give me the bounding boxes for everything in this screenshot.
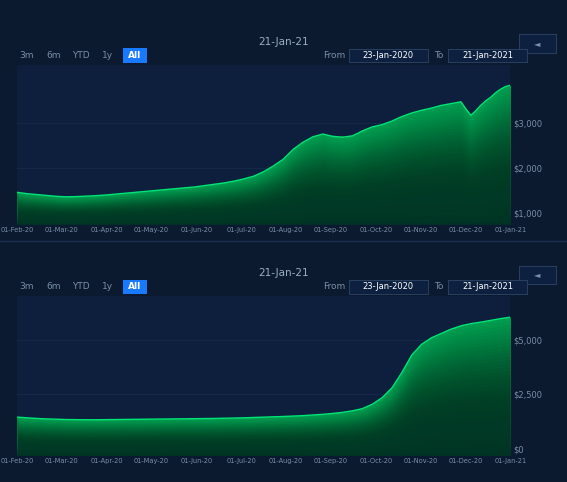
Text: 6m: 6m [46,282,61,291]
Text: 3m: 3m [19,51,33,60]
Text: From: From [323,282,345,291]
Text: 1y: 1y [102,282,113,291]
Text: 21-Jan-21: 21-Jan-21 [258,37,309,47]
Text: YTD: YTD [71,51,90,60]
Text: 21-Jan-2021: 21-Jan-2021 [462,282,513,291]
Text: All: All [128,51,142,60]
Text: To: To [434,51,443,60]
Text: 23-Jan-2020: 23-Jan-2020 [363,51,414,60]
Text: To: To [434,282,443,291]
Text: ◄: ◄ [534,39,540,48]
Text: 23-Jan-2020: 23-Jan-2020 [363,282,414,291]
Text: 21-Jan-21: 21-Jan-21 [258,268,309,278]
Text: 1y: 1y [102,51,113,60]
Text: 21-Jan-2021: 21-Jan-2021 [462,51,513,60]
Text: All: All [128,282,142,291]
Text: ◄: ◄ [534,270,540,279]
Text: YTD: YTD [71,282,90,291]
Text: From: From [323,51,345,60]
Text: 6m: 6m [46,51,61,60]
Text: 3m: 3m [19,282,33,291]
